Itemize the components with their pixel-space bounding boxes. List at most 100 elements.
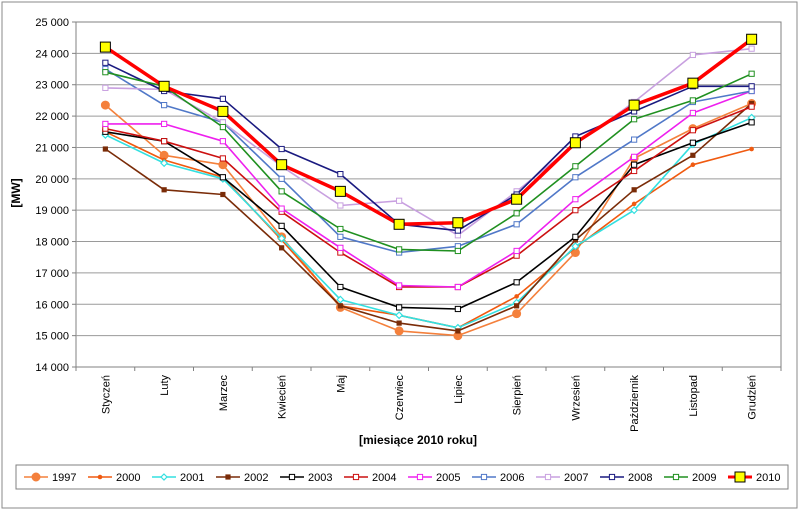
legend-item: 2004	[344, 472, 396, 484]
series-line	[105, 116, 752, 329]
data-point	[337, 233, 344, 240]
data-point	[689, 51, 696, 59]
legend-label: 2006	[500, 472, 524, 484]
series-line	[104, 102, 752, 337]
series-line	[104, 37, 753, 227]
data-point	[454, 305, 461, 313]
legend-item: 2007	[536, 472, 588, 484]
plot-area	[75, 21, 782, 368]
y-tick-label: 15 000	[35, 331, 69, 343]
data-point	[337, 171, 344, 178]
data-point	[572, 196, 579, 203]
data-point	[480, 473, 488, 481]
y-tick-label: 16 000	[35, 299, 69, 311]
data-point	[608, 473, 616, 481]
legend-item: 2006	[472, 472, 524, 484]
legend-label: 2002	[244, 472, 268, 484]
data-point	[276, 159, 288, 171]
data-point	[279, 245, 285, 251]
legend-label: 2009	[692, 472, 716, 484]
legend-item: 2003	[280, 472, 332, 484]
legend-label: 2005	[436, 472, 460, 484]
data-point	[514, 294, 519, 299]
x-tick-label: Kwiecień	[277, 375, 289, 419]
data-point	[631, 201, 637, 207]
axes: 14 000 15 000 16 000 17 000 18 000 19 000 20 0…	[35, 17, 782, 432]
y-tick-label: 22 000	[35, 111, 69, 123]
legend-box	[15, 464, 789, 490]
data-point	[158, 80, 170, 92]
data-point	[278, 175, 285, 182]
data-point	[631, 116, 638, 123]
data-point	[97, 474, 103, 480]
legend-label: 2003	[308, 472, 332, 484]
data-point	[571, 242, 580, 251]
legend-item: 2009	[664, 472, 716, 484]
data-point	[160, 159, 169, 168]
series-line	[105, 71, 752, 252]
data-point	[452, 217, 464, 229]
data-point	[513, 210, 520, 217]
data-point	[631, 136, 638, 143]
legend-item: 2002	[216, 472, 268, 484]
series-2002	[102, 100, 755, 334]
data-point	[687, 77, 699, 89]
data-point	[161, 187, 167, 193]
legend-item: 2005	[408, 472, 460, 484]
legend: 1997 2000 2001 2002 2003 2004 2005 2006 2007 2008…	[24, 471, 780, 484]
data-point	[689, 97, 696, 104]
y-tick-label: 19 000	[35, 205, 69, 217]
data-point	[219, 174, 226, 181]
data-point	[512, 309, 522, 319]
data-point	[513, 221, 520, 228]
data-point	[631, 187, 637, 193]
data-point	[572, 163, 579, 170]
data-point	[393, 218, 405, 230]
x-tick-label: Luty	[159, 375, 171, 396]
data-point	[749, 146, 754, 152]
data-point	[734, 471, 746, 483]
y-tick-label: 24 000	[35, 48, 69, 60]
x-tick-label: Wrzesień	[570, 375, 582, 421]
data-point	[31, 472, 41, 482]
data-point	[689, 127, 696, 134]
x-tick-label: Czerwiec	[394, 375, 406, 421]
data-point	[572, 207, 579, 214]
data-point	[689, 139, 696, 146]
series-line	[105, 47, 752, 237]
data-point	[746, 33, 758, 45]
data-point	[748, 119, 755, 126]
legend-item: 2008	[600, 472, 652, 484]
legend-item: 2001	[152, 472, 204, 484]
data-point	[690, 152, 696, 158]
data-point	[277, 234, 286, 243]
data-point	[278, 145, 285, 153]
x-tick-label: Grudzień	[747, 375, 759, 420]
data-point	[288, 473, 296, 481]
data-point	[569, 137, 581, 149]
data-point	[336, 295, 345, 304]
legend-item: 2000	[88, 472, 140, 484]
x-tick-label: Sierpień	[512, 375, 524, 415]
data-point	[454, 227, 461, 234]
data-point	[102, 120, 109, 128]
x-tick-label: Maj	[335, 375, 347, 393]
data-point	[278, 205, 285, 212]
legend-label: 2008	[628, 472, 652, 484]
data-point	[337, 202, 344, 209]
data-point	[572, 237, 578, 243]
grid	[75, 21, 782, 368]
x-tick-label: Marzec	[218, 375, 230, 412]
data-point	[100, 100, 110, 110]
data-point	[102, 146, 108, 152]
y-tick-label: 20 000	[35, 174, 69, 186]
data-point	[337, 244, 344, 251]
data-point	[455, 328, 461, 334]
data-point	[672, 473, 680, 481]
data-point	[689, 109, 696, 117]
legend-label: 2004	[372, 472, 396, 484]
y-tick-label: 17 000	[35, 268, 69, 280]
series-line	[105, 90, 752, 288]
data-point	[225, 474, 231, 480]
